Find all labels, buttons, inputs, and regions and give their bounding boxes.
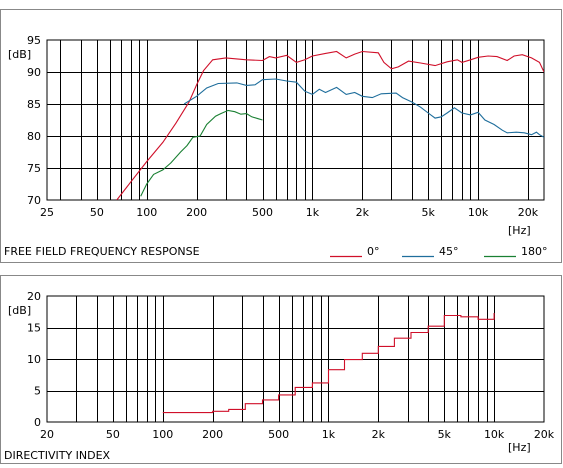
directivity-index-ylabel: [dB] [8, 304, 31, 317]
directivity-index-xtick-label: 20 [40, 428, 54, 441]
directivity-index-xtick-label: 5k [438, 428, 452, 441]
frequency-response-legend: 0° 45° 180° [330, 245, 548, 258]
directivity-index-xtick-label: 100 [152, 428, 173, 441]
frequency-response-chart: [dB] [Hz] FREE FIELD FREQUENCY RESPONSE … [0, 9, 562, 263]
frequency-response-xtick-label: 20k [518, 206, 539, 219]
frequency-response-gridlines [47, 40, 544, 200]
directivity-index-ytick-label: 20 [27, 290, 41, 303]
legend-label-0: 0° [367, 245, 380, 258]
frequency-response-frame [0, 9, 562, 263]
frequency-response-ytick-label: 80 [27, 130, 41, 143]
frequency-response-xtick-label: 100 [136, 206, 157, 219]
frequency-response-xtick-label: 50 [90, 206, 104, 219]
directivity-index-ytick-label: 15 [27, 322, 41, 335]
directivity-index-chart: [dB] [Hz] DIRECTIVITY INDEX 0 5 10 15 20 20 50… [0, 275, 562, 464]
frequency-response-xtick-label: 10k [468, 206, 489, 219]
frequency-response-xlabel: [Hz] [508, 224, 531, 237]
frequency-response-xtick-label: 500 [252, 206, 273, 219]
directivity-index-xtick-label: 10k [484, 428, 505, 441]
frequency-response-series-line-2 [140, 109, 263, 197]
frequency-response-title: FREE FIELD FREQUENCY RESPONSE [4, 245, 200, 258]
frequency-response-ytick-label: 95 [27, 34, 41, 47]
directivity-index-ytick-label: 0 [34, 416, 41, 429]
frequency-response-ytick-label: 75 [27, 162, 41, 175]
legend-label-1: 45° [439, 245, 459, 258]
directivity-index-ytick-label: 5 [34, 385, 41, 398]
frequency-response-xtick-label: 1k [306, 206, 320, 219]
legend-label-2: 180° [521, 245, 548, 258]
directivity-index-xtick-label: 500 [268, 428, 289, 441]
frequency-response-xtick-label: 2k [356, 206, 370, 219]
frequency-response-xtick-label: 200 [186, 206, 207, 219]
directivity-index-xlabel: [Hz] [508, 441, 531, 454]
directivity-index-xtick-label: 200 [202, 428, 223, 441]
frequency-response-ytick-label: 90 [27, 66, 41, 79]
directivity-index-gridlines [47, 296, 544, 422]
frequency-response-series-line-0 [116, 50, 544, 200]
directivity-index-title: DIRECTIVITY INDEX [4, 449, 111, 462]
directivity-index-xtick-label: 50 [106, 428, 120, 441]
directivity-index-xtick-label: 2k [372, 428, 386, 441]
frequency-response-ylabel: [dB] [8, 48, 31, 61]
frequency-response-xtick-label: 25 [40, 206, 54, 219]
frequency-response-series-line-1 [183, 78, 544, 138]
directivity-index-xtick-label: 1k [322, 428, 336, 441]
directivity-index-ytick-label: 10 [27, 353, 41, 366]
frequency-response-ytick-label: 85 [27, 98, 41, 111]
directivity-index-xtick-label: 20k [534, 428, 555, 441]
directivity-index-series-line-0 [162, 313, 495, 414]
frequency-response-plot-area [46, 39, 545, 201]
frequency-response-ytick-label: 70 [27, 194, 41, 207]
frequency-response-xtick-label: 5k [422, 206, 436, 219]
